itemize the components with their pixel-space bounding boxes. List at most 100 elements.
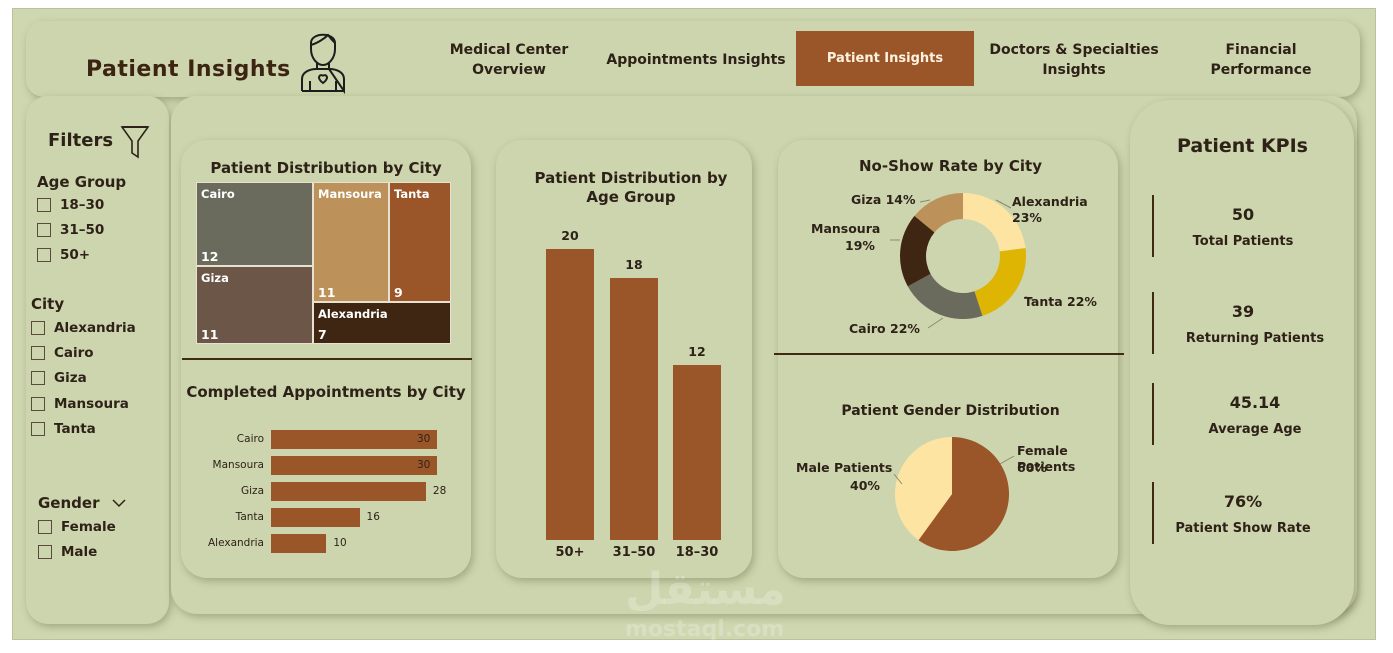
checkbox[interactable] xyxy=(37,248,51,262)
hbar-mansoura[interactable] xyxy=(271,456,437,475)
donut-slice-mansoura[interactable] xyxy=(900,215,935,287)
hbar-cairo[interactable] xyxy=(271,430,437,449)
donut-slice-cairo[interactable] xyxy=(907,273,983,319)
age-option-31-50[interactable]: 31–50 xyxy=(37,222,104,238)
pie-label-male-value: 40% xyxy=(850,478,880,493)
treemap-label: Mansoura xyxy=(318,187,382,201)
option-label: 18–30 xyxy=(60,197,105,213)
treemap-cell-mansoura[interactable]: Mansoura 11 xyxy=(313,182,389,302)
checkbox[interactable] xyxy=(38,545,52,559)
vbar-category-label: 31–50 xyxy=(612,545,656,560)
age-option-18-30[interactable]: 18–30 xyxy=(37,197,104,213)
dashboard-canvas: Patient Insights Medical Center Overview … xyxy=(12,8,1376,642)
option-label: Mansoura xyxy=(54,396,129,412)
pie-label-female-name: Female Patients xyxy=(1017,443,1076,474)
kpi-value-show-rate: 76% xyxy=(1223,492,1263,511)
hbar-title: Completed Appointments by City xyxy=(186,383,466,401)
donut-slice-alexandria[interactable] xyxy=(963,193,1026,252)
city-option-cairo[interactable]: Cairo xyxy=(31,345,94,361)
treemap-value: 9 xyxy=(394,285,403,300)
pie-slice-male[interactable] xyxy=(895,437,952,541)
treemap-cell-tanta[interactable]: Tanta 9 xyxy=(389,182,451,302)
kpi-label-total-patients: Total Patients xyxy=(1192,234,1294,249)
vbar-1[interactable] xyxy=(610,278,658,540)
nav-doctors-specialties-insights[interactable]: Doctors & Specialties Insights xyxy=(988,35,1160,85)
gender-option-female[interactable]: Female xyxy=(38,519,116,535)
hbar-category-label: Cairo xyxy=(236,433,264,445)
filters-title: Filters xyxy=(48,130,114,151)
chevron-down-icon[interactable] xyxy=(112,498,126,508)
checkbox[interactable] xyxy=(31,397,45,411)
hbar-value-label: 30 xyxy=(417,459,431,471)
nav-financial-performance[interactable]: Financial Performance xyxy=(1210,42,1312,78)
nav-medical-center-overview[interactable]: Medical Center Overview xyxy=(436,35,582,85)
age-group-label: Age Group xyxy=(37,173,127,191)
checkbox[interactable] xyxy=(31,371,45,385)
city-option-tanta[interactable]: Tanta xyxy=(31,421,96,437)
nav-appointments-insights[interactable]: Appointments Insights xyxy=(606,52,786,68)
section-divider xyxy=(774,353,1124,355)
hbar-giza[interactable] xyxy=(271,482,426,501)
checkbox[interactable] xyxy=(38,520,52,534)
pie-slice-female[interactable] xyxy=(918,437,1009,551)
treemap-label: Tanta xyxy=(394,187,430,201)
kpi-label-average-age: Average Age xyxy=(1208,422,1302,437)
option-label: Male xyxy=(61,544,98,560)
age-option-50-plus[interactable]: 50+ xyxy=(37,247,90,263)
nav-label-line2: Insights xyxy=(1042,62,1106,78)
hbar-category-label: Mansoura xyxy=(212,459,264,471)
kpi-rule xyxy=(1152,195,1154,257)
donut-leader-line xyxy=(927,317,944,329)
checkbox[interactable] xyxy=(37,198,51,212)
kpi-value-average-age: 45.14 xyxy=(1229,393,1281,412)
donut-leader-line xyxy=(1024,295,1039,305)
hbar-tanta[interactable] xyxy=(271,508,360,527)
hbar-category-label: Alexandria xyxy=(207,537,264,549)
donut-leader-line xyxy=(995,199,1012,209)
gender-label: Gender xyxy=(38,494,100,512)
kpi-label-show-rate: Patient Show Rate xyxy=(1175,521,1311,536)
completed-appointments-chart: Cairo 30 Mansoura 30 Giza 28 Tanta 16 Alexandria… xyxy=(181,140,471,578)
kpi-rule xyxy=(1152,383,1154,445)
kpi-value-returning-patients: 39 xyxy=(1231,302,1255,321)
checkbox[interactable] xyxy=(31,422,45,436)
donut-slice-tanta[interactable] xyxy=(974,248,1026,316)
treemap-cell-cairo[interactable]: Cairo 12 xyxy=(196,182,313,266)
donut-slice-giza[interactable] xyxy=(914,193,963,233)
treemap-label: Alexandria xyxy=(318,307,388,321)
kpi-rule xyxy=(1152,292,1154,354)
page-title: Patient Insights xyxy=(86,57,291,82)
nav-patient-insights[interactable]: Patient Insights xyxy=(796,31,974,86)
section-divider xyxy=(182,358,472,360)
donut-label-giza: Giza 14% xyxy=(851,192,916,207)
vbar-0[interactable] xyxy=(546,249,594,540)
checkbox[interactable] xyxy=(31,321,45,335)
gender-option-male[interactable]: Male xyxy=(38,544,97,560)
kpi-title: Patient KPIs xyxy=(1177,135,1308,157)
checkbox[interactable] xyxy=(37,223,51,237)
funnel-icon[interactable] xyxy=(120,124,150,160)
header-bar: Patient Insights Medical Center Overview … xyxy=(26,21,1360,97)
hbar-category-label: Tanta xyxy=(235,511,264,523)
vbar-2[interactable] xyxy=(673,365,721,540)
checkbox[interactable] xyxy=(31,346,45,360)
treemap-cell-alexandria[interactable]: Alexandria 7 xyxy=(313,302,451,344)
treemap-value: 7 xyxy=(318,327,327,342)
nav-label-line1: Medical Center xyxy=(449,42,569,58)
age-group-chart: 20 50+ 18 31–50 12 18–30 xyxy=(496,140,752,578)
city-option-giza[interactable]: Giza xyxy=(31,370,87,386)
city-option-alexandria[interactable]: Alexandria xyxy=(31,320,136,336)
pie-label-female-value: 60% xyxy=(1017,460,1047,475)
donut-label-alexandria-name: Alexandria xyxy=(1012,194,1088,209)
pie-title: Patient Gender Distribution xyxy=(841,403,1060,419)
option-label: 31–50 xyxy=(60,222,105,238)
city-option-mansoura[interactable]: Mansoura xyxy=(31,396,129,412)
hbar-value-label: 28 xyxy=(432,485,447,497)
hbar-value-label: 16 xyxy=(366,511,380,523)
nav-label-line2: Overview xyxy=(472,62,546,78)
hbar-value-label: 30 xyxy=(417,433,431,445)
hbar-category-label: Giza xyxy=(241,485,264,497)
hbar-alexandria[interactable] xyxy=(271,534,327,553)
treemap-cell-giza[interactable]: Giza 11 xyxy=(196,266,313,344)
age-distribution-card: Patient Distribution by Age Group 20 50+ 1… xyxy=(496,140,752,578)
